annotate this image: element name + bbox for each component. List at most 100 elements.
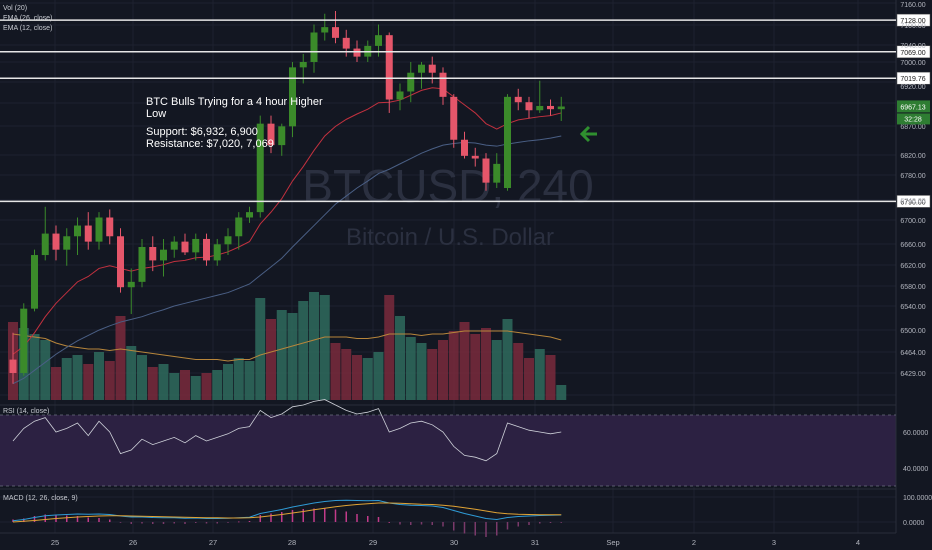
time-tick-label: 31: [531, 538, 539, 547]
candle[interactable]: [246, 206, 253, 223]
candle[interactable]: [52, 225, 60, 261]
candle[interactable]: [160, 238, 167, 277]
candle[interactable]: [224, 228, 232, 256]
annotation-line1: BTC Bulls Trying for a 4 hour Higher: [146, 96, 323, 108]
candle[interactable]: [41, 206, 49, 261]
candle[interactable]: [396, 83, 404, 111]
candle[interactable]: [321, 13, 329, 41]
candle[interactable]: [482, 153, 490, 191]
rsi-label[interactable]: RSI (14, close): [3, 408, 49, 415]
candle[interactable]: [213, 238, 221, 266]
candle[interactable]: [106, 209, 114, 245]
volume-bar: [448, 331, 459, 400]
candle-body: [385, 35, 393, 100]
volume-bar: [287, 313, 298, 400]
volume-bar: [126, 346, 137, 400]
candle[interactable]: [332, 11, 339, 44]
candle[interactable]: [31, 249, 38, 312]
ema26-label[interactable]: EMA (26, close): [3, 15, 52, 22]
candle[interactable]: [450, 94, 458, 148]
annotation-resistance: Resistance: $7,020, 7,069: [146, 138, 274, 150]
candle-body: [267, 123, 275, 146]
vol-label[interactable]: Vol (20): [3, 5, 27, 12]
candle[interactable]: [149, 236, 157, 272]
candle[interactable]: [256, 115, 264, 218]
volume-bar: [147, 367, 158, 400]
candle[interactable]: [289, 61, 296, 138]
macd-histogram-bar: [453, 522, 455, 531]
volume-bar: [137, 355, 147, 400]
macd-histogram-bar: [539, 522, 541, 524]
candle[interactable]: [20, 303, 28, 376]
candle[interactable]: [181, 233, 189, 256]
ema12-line: [12, 87, 562, 355]
ema12-label[interactable]: EMA (12, close): [3, 25, 52, 32]
price-tick-label: 6740.00: [900, 198, 925, 205]
candle[interactable]: [407, 61, 415, 103]
candle[interactable]: [385, 32, 393, 113]
candle[interactable]: [138, 238, 146, 288]
candle[interactable]: [461, 131, 468, 159]
candle-body: [482, 158, 490, 183]
candle[interactable]: [63, 228, 71, 266]
candle-body: [428, 64, 436, 73]
candle[interactable]: [418, 61, 425, 89]
candle[interactable]: [127, 268, 135, 315]
volume-bar: [330, 343, 341, 400]
candle[interactable]: [514, 88, 522, 111]
volume-bar: [470, 334, 481, 400]
candle-body: [547, 105, 554, 110]
macd-label[interactable]: MACD (12, 26, close, 9): [3, 495, 78, 502]
left-arrow-icon[interactable]: [579, 125, 597, 143]
candle[interactable]: [117, 228, 124, 293]
candle[interactable]: [493, 153, 501, 189]
candle[interactable]: [9, 332, 17, 384]
candle[interactable]: [557, 96, 565, 121]
candle[interactable]: [278, 123, 286, 156]
candle[interactable]: [84, 212, 92, 250]
volume-bar: [545, 355, 556, 400]
candle[interactable]: [74, 217, 81, 256]
candle[interactable]: [170, 236, 178, 258]
candle[interactable]: [536, 80, 544, 113]
price-tick-label: 6820.00: [900, 153, 925, 160]
macd-histogram-bar: [173, 522, 175, 524]
candle[interactable]: [525, 96, 533, 119]
candle-body: [224, 236, 232, 245]
candle[interactable]: [235, 212, 243, 250]
candle[interactable]: [192, 233, 200, 261]
macd-histogram-bar: [141, 522, 143, 524]
candle[interactable]: [471, 147, 479, 167]
macd-histogram-bar: [431, 522, 433, 525]
volume-bar: [395, 316, 405, 400]
candle[interactable]: [95, 212, 103, 250]
macd-histogram-bar: [313, 508, 315, 522]
volume-bar: [491, 340, 502, 400]
candle[interactable]: [310, 24, 318, 73]
candle-body: [514, 96, 522, 103]
candle-body: [375, 35, 382, 46]
horizontal-levels[interactable]: 7128.00 7069.00 7019.76 6790.00: [0, 13, 931, 208]
candle[interactable]: [439, 67, 447, 105]
candle[interactable]: [203, 233, 210, 266]
candle[interactable]: [267, 115, 275, 154]
candle[interactable]: [504, 94, 511, 191]
candle[interactable]: [547, 99, 554, 116]
macd-histogram-bar: [130, 522, 132, 524]
price-axis: 7160.00 7100.00 7040.00 7000.00 6920.00 6870.…: [897, 2, 930, 378]
volume-bar: [83, 364, 94, 400]
time-tick-label: 27: [209, 538, 217, 547]
annotation-text[interactable]: BTC Bulls Trying for a 4 hour Higher Low…: [146, 96, 323, 150]
candle[interactable]: [428, 56, 436, 84]
volume-bar: [276, 310, 287, 400]
volume-bar: [233, 358, 244, 400]
volume-bar: [362, 358, 373, 400]
volume-bar: [158, 364, 169, 400]
candle-body: [396, 91, 404, 100]
level-label-bg: [896, 195, 931, 208]
annotation-support: Support: $6,932, 6,900: [146, 126, 258, 138]
candles[interactable]: [9, 11, 565, 384]
macd-line: [12, 499, 562, 522]
candle-body: [31, 255, 38, 309]
